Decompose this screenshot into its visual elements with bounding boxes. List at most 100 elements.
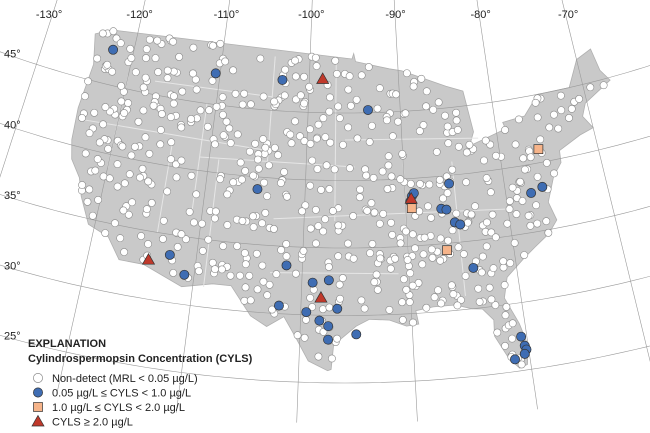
non-detect-site bbox=[334, 252, 343, 261]
non-detect-site bbox=[370, 208, 379, 217]
non-detect-site bbox=[533, 219, 542, 228]
non-detect-site bbox=[211, 265, 219, 274]
non-detect-site bbox=[353, 134, 362, 143]
non-detect-site bbox=[567, 104, 576, 113]
non-detect-site bbox=[319, 114, 328, 123]
non-detect-site bbox=[245, 271, 254, 280]
non-detect-site bbox=[163, 74, 172, 83]
non-detect-site bbox=[118, 142, 127, 151]
non-detect-site bbox=[491, 233, 500, 242]
non-detect-site bbox=[406, 179, 415, 188]
non-detect-site bbox=[336, 294, 344, 303]
legend-label: CYLS ≥ 2.0 µg/L bbox=[52, 417, 133, 429]
non-detect-site bbox=[487, 228, 496, 237]
non-detect-site bbox=[299, 247, 308, 255]
non-detect-site bbox=[280, 91, 289, 100]
non-detect-site bbox=[427, 245, 436, 254]
non-detect-site bbox=[198, 246, 207, 255]
non-detect-site bbox=[349, 212, 358, 220]
non-detect-site bbox=[512, 210, 521, 218]
non-detect-site bbox=[177, 156, 186, 165]
non-detect-site bbox=[147, 199, 156, 207]
non-detect-site bbox=[411, 244, 419, 253]
non-detect-site bbox=[301, 201, 310, 210]
non-detect-site bbox=[417, 74, 426, 83]
non-detect-site bbox=[462, 148, 471, 157]
non-detect-site bbox=[159, 235, 167, 243]
non-detect-site bbox=[259, 135, 267, 143]
non-detect-site bbox=[272, 270, 281, 278]
parallel bbox=[0, 194, 650, 249]
non-detect-site bbox=[459, 250, 468, 258]
non-detect-site bbox=[306, 125, 314, 134]
non-detect-site bbox=[101, 229, 110, 237]
non-detect-site bbox=[521, 165, 529, 174]
non-detect-site bbox=[246, 100, 255, 109]
non-detect-site bbox=[125, 170, 134, 179]
meridian bbox=[296, 0, 313, 423]
non-detect-site bbox=[408, 230, 417, 239]
non-detect-site bbox=[333, 334, 341, 343]
non-detect-site bbox=[383, 116, 391, 125]
non-detect-site bbox=[365, 138, 374, 146]
non-detect-site bbox=[432, 148, 441, 156]
non-detect-site bbox=[536, 135, 545, 144]
non-detect-site bbox=[101, 103, 110, 111]
detection-site bbox=[314, 291, 328, 303]
detection-site bbox=[323, 334, 333, 345]
non-detect-site bbox=[157, 126, 165, 134]
non-detect-site bbox=[245, 147, 254, 156]
non-detect-site bbox=[192, 190, 201, 199]
non-detect-site bbox=[268, 305, 277, 314]
non-detect-site bbox=[142, 205, 151, 214]
non-detect-site bbox=[344, 123, 353, 132]
non-detect-site bbox=[376, 254, 385, 263]
non-detect-site bbox=[491, 301, 500, 309]
non-detect-site bbox=[142, 45, 151, 54]
non-detect-site bbox=[364, 63, 373, 71]
non-detect-site bbox=[402, 69, 411, 78]
detection-site bbox=[404, 192, 418, 204]
non-detect-site bbox=[116, 39, 125, 48]
non-detect-site bbox=[269, 225, 278, 233]
non-detect-site bbox=[149, 101, 158, 110]
non-detect-site bbox=[83, 197, 92, 206]
non-detect-site bbox=[419, 121, 428, 129]
legend-label: Non-detect (MRL < 0.05 µg/L) bbox=[52, 373, 198, 385]
non-detect-site bbox=[311, 205, 320, 214]
non-detect-site bbox=[258, 261, 267, 270]
detection-site bbox=[526, 188, 537, 198]
non-detect-site bbox=[145, 35, 154, 44]
non-detect-site bbox=[325, 107, 334, 116]
non-detect-site bbox=[252, 249, 261, 258]
non-detect-site bbox=[263, 192, 271, 201]
non-detect-site bbox=[134, 117, 143, 126]
detection-site bbox=[444, 178, 454, 189]
non-detect-site bbox=[511, 140, 520, 149]
non-detect-site bbox=[526, 221, 535, 230]
non-detect-site bbox=[167, 138, 176, 147]
non-detect-site bbox=[308, 156, 317, 165]
latitude-label: 30° bbox=[4, 260, 21, 272]
non-detect-site bbox=[187, 171, 196, 180]
non-detect-site bbox=[240, 249, 249, 257]
non-detect-site bbox=[452, 209, 461, 218]
non-detect-site bbox=[204, 235, 213, 244]
non-detect-site bbox=[443, 122, 452, 131]
detection-site bbox=[519, 348, 530, 359]
non-detect-site bbox=[111, 219, 119, 228]
non-detect-site bbox=[296, 91, 305, 100]
non-detect-site bbox=[270, 97, 279, 106]
longitude-label: -100° bbox=[298, 9, 324, 21]
non-detect-site bbox=[387, 172, 396, 181]
non-detect-site bbox=[422, 87, 431, 96]
non-detect-site bbox=[550, 110, 558, 119]
non-detect-site bbox=[517, 360, 526, 369]
legend-label: 1.0 µg/L ≤ CYLS < 2.0 µg/L bbox=[52, 402, 185, 414]
non-detect-site bbox=[196, 106, 205, 115]
non-detect-site bbox=[178, 87, 187, 96]
non-detect-site bbox=[185, 207, 194, 216]
non-detect-site bbox=[360, 304, 369, 313]
non-detect-site bbox=[471, 202, 479, 211]
detection-site bbox=[510, 354, 520, 365]
